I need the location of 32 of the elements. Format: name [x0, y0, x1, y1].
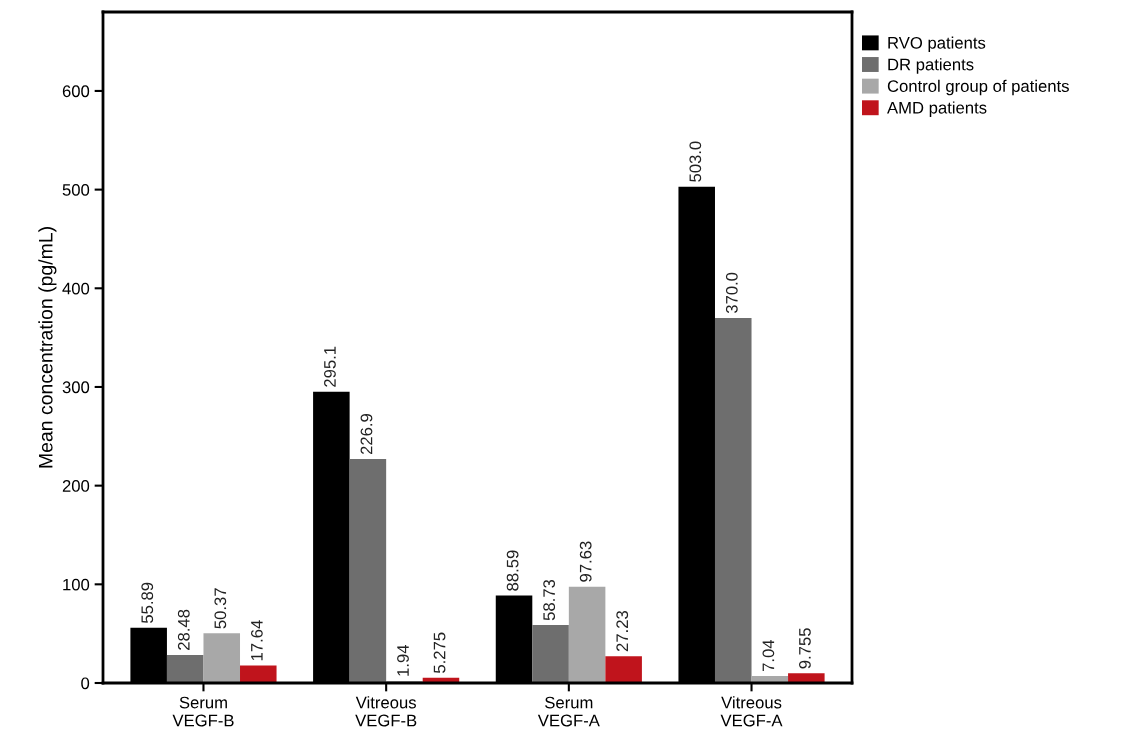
x-tick-label: Vitreous VEGF-A — [720, 696, 783, 727]
data-label: 1.94 — [397, 644, 409, 676]
y-tick-label: 500 — [62, 184, 90, 196]
y-axis-title: Mean concentration (pg/mL) — [38, 227, 57, 468]
x-tick-label: Vitreous VEGF-B — [355, 696, 417, 727]
data-label: 9.755 — [799, 628, 811, 669]
y-tick-label: 300 — [62, 381, 90, 394]
data-label: 5.275 — [433, 632, 446, 673]
legend-label: RVO patients — [888, 36, 986, 53]
data-label: 295.1 — [324, 346, 336, 387]
y-tick-label: 200 — [62, 480, 90, 492]
data-label: 28.48 — [177, 609, 190, 650]
data-label: 503.0 — [689, 141, 702, 182]
legend-label: AMD patients — [887, 101, 987, 117]
data-label: 17.64 — [250, 620, 263, 661]
data-label: 55.89 — [141, 582, 154, 624]
data-label: 226.9 — [360, 414, 373, 455]
x-tick-label: Serum VEGF-B — [172, 696, 234, 727]
x-tick-label: Serum VEGF-A — [537, 696, 600, 727]
data-label: 88.59 — [506, 550, 519, 591]
data-label: 7.04 — [762, 639, 775, 672]
data-label: 370.0 — [725, 272, 738, 314]
legend-label: DR patients — [888, 58, 974, 74]
y-tick-label: 600 — [62, 85, 90, 98]
data-label: 58.73 — [543, 579, 556, 621]
data-label: 27.23 — [616, 610, 629, 652]
y-tick-label: 0 — [81, 677, 90, 690]
data-label: 50.37 — [214, 588, 227, 629]
y-tick-label: 400 — [62, 282, 90, 295]
legend-label: Control group of patients — [887, 79, 1069, 96]
data-label: 97.63 — [579, 541, 592, 582]
y-tick-label: 100 — [63, 578, 90, 591]
